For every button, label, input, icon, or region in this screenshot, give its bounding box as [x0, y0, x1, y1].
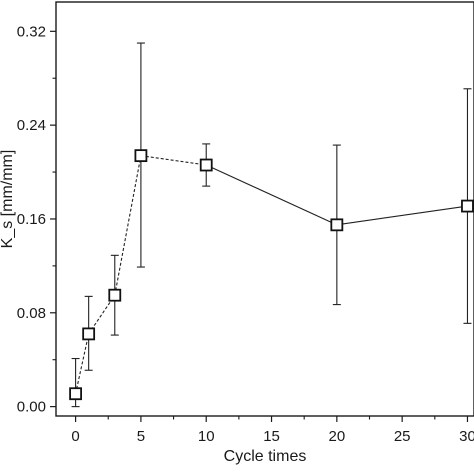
line-segment: [205, 164, 338, 226]
x-tick-label: 15: [263, 428, 280, 445]
y-axis-title: K_s [mm/mm]: [0, 150, 16, 249]
y-tick-label: 0.32: [17, 23, 46, 40]
y-tick-label: 0.16: [17, 211, 46, 228]
x-tick-label: 0: [71, 428, 79, 445]
y-tick-label: 0.00: [17, 399, 46, 416]
x-tick-label: 25: [394, 428, 411, 445]
line-segment: [336, 205, 468, 226]
data-point: [69, 387, 82, 401]
x-tick-label: 20: [329, 428, 346, 445]
x-tick-label: 10: [198, 428, 215, 445]
data-point: [134, 149, 148, 163]
axes: [50, 1, 474, 422]
y-tick-label: 0.08: [17, 305, 46, 322]
line-segment: [75, 333, 90, 394]
data-point: [82, 327, 96, 341]
tick-labels: 0 5 10 15 20 25 30 0.00 0.08 0.16 0.24 0.32: [17, 23, 474, 445]
data-markers: [69, 149, 474, 401]
plot-frame: [55, 1, 474, 417]
y-tick-label: 0.24: [17, 117, 46, 134]
x-tick-label: 5: [137, 428, 145, 445]
data-point: [461, 199, 474, 213]
x-tick-label: 30: [459, 428, 474, 445]
line-segment: [88, 294, 116, 335]
data-point: [330, 218, 344, 232]
x-axis-title: Cycle times: [224, 448, 307, 465]
line-segment: [140, 155, 207, 166]
data-point: [199, 158, 213, 172]
series-line: [75, 155, 468, 394]
data-point: [108, 288, 122, 302]
line-segment: [114, 155, 142, 296]
